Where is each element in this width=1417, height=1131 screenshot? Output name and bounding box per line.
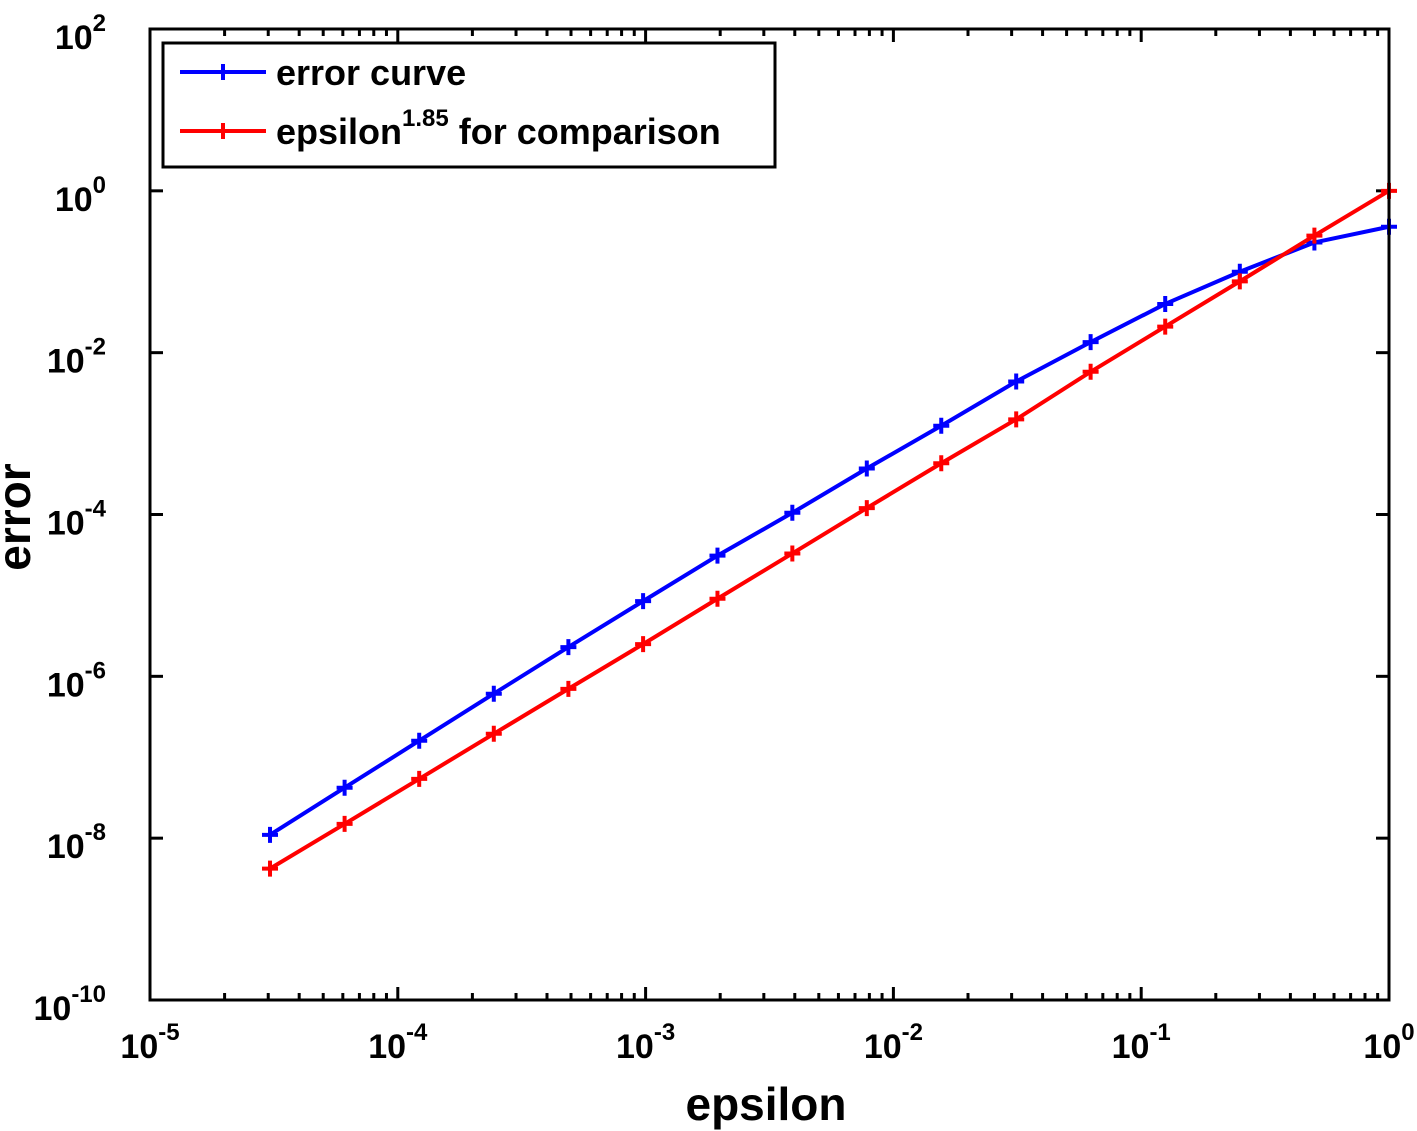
x-tick-label: 100	[1363, 1019, 1414, 1066]
y-tick-label: 102	[55, 10, 106, 57]
y-axis-label: error	[0, 463, 40, 570]
legend-label: error curve	[276, 52, 466, 93]
plus-marker	[1082, 363, 1099, 380]
legend-label: epsilon1.85 for comparison	[276, 105, 721, 152]
plus-marker	[262, 860, 279, 877]
y-tick-label: 10-2	[47, 334, 106, 381]
y-tick-label: 10-8	[47, 819, 106, 866]
plus-marker	[411, 770, 428, 787]
y-tick-label: 100	[55, 172, 106, 219]
plus-marker	[784, 545, 801, 562]
x-tick-label: 10-1	[1112, 1019, 1171, 1066]
series-line	[268, 224, 1390, 837]
legend-item: epsilon1.85 for comparison	[180, 105, 721, 152]
plus-marker	[336, 815, 353, 832]
plus-marker	[1306, 227, 1323, 244]
plus-marker	[1008, 411, 1025, 428]
plus-marker	[1157, 318, 1174, 335]
y-tick-label: 10-6	[47, 657, 106, 704]
plus-marker	[933, 417, 950, 434]
plus-marker	[635, 636, 652, 653]
plus-marker	[709, 590, 726, 607]
plus-marker	[1082, 334, 1099, 351]
data-series	[262, 182, 1397, 877]
plus-marker	[336, 779, 353, 796]
series-line	[268, 189, 1391, 871]
plus-marker	[635, 593, 652, 610]
legend-swatch-marker	[215, 64, 231, 80]
plus-marker	[485, 725, 502, 742]
plus-marker	[262, 826, 279, 843]
plus-marker	[560, 680, 577, 697]
plus-marker	[858, 460, 875, 477]
legend-item: error curve	[180, 52, 466, 93]
x-tick-label: 10-5	[120, 1019, 179, 1066]
x-tick-label: 10-3	[616, 1019, 675, 1066]
plus-marker	[933, 455, 950, 472]
plus-marker	[784, 504, 801, 521]
y-tick-label: 10-4	[47, 496, 107, 543]
legend: error curve epsilon1.85 for comparison	[161, 41, 777, 169]
plus-marker	[560, 639, 577, 656]
plus-marker	[1231, 273, 1248, 290]
x-axis-label: epsilon	[685, 1078, 846, 1130]
legend-swatch-marker	[215, 123, 231, 139]
legend-box	[161, 41, 777, 169]
plus-marker	[411, 732, 428, 749]
plus-marker	[858, 500, 875, 517]
x-tick-label: 10-4	[368, 1019, 428, 1066]
series-epsilon-power-comparison	[262, 182, 1397, 877]
plus-marker	[1008, 373, 1025, 390]
plus-marker	[1157, 295, 1174, 312]
x-tick-label: 10-2	[864, 1019, 923, 1066]
plot-frame	[148, 27, 1391, 1002]
tick-labels: 10-5 10-4 10-3 10-2 10-1 100 10-10 10-8 10-6 10-4…	[33, 10, 1414, 1066]
y-tick-label: 10-10	[33, 981, 106, 1028]
plus-marker	[709, 547, 726, 564]
plus-marker	[485, 685, 502, 702]
